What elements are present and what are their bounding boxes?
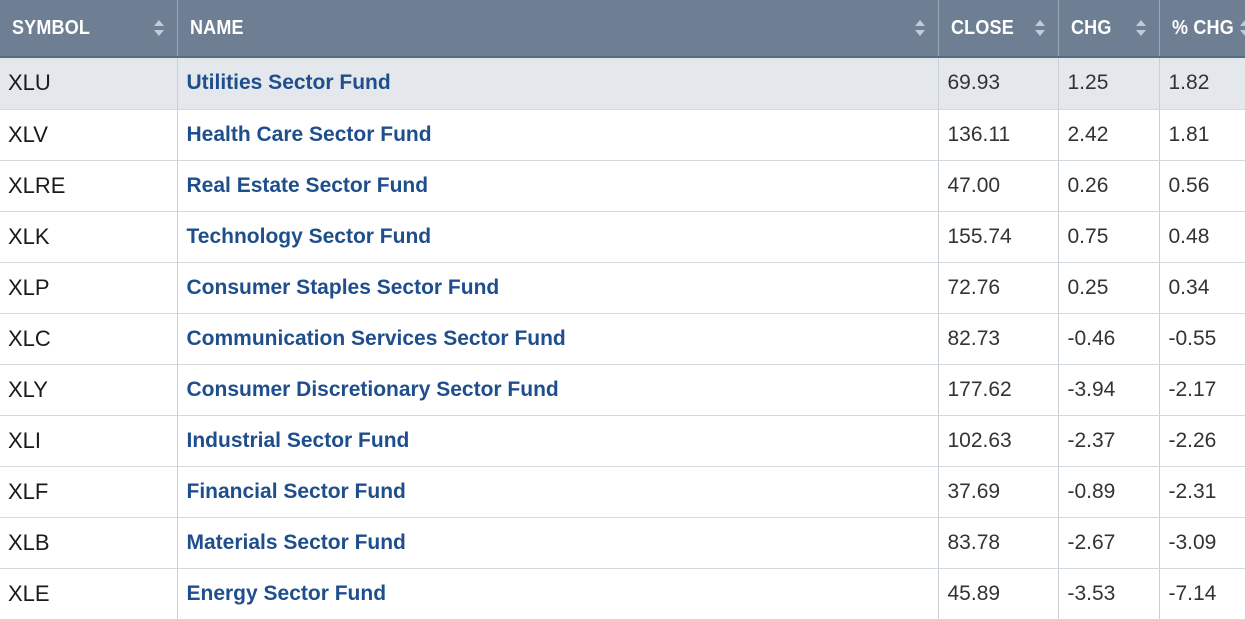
header-row: SYMBOL NAME CLOSE CHG % CHG bbox=[0, 0, 1245, 58]
symbol-cell: XLF bbox=[0, 466, 178, 518]
sort-icon bbox=[1034, 20, 1045, 36]
pct-chg-cell: 1.82 bbox=[1159, 57, 1245, 110]
close-cell: 155.74 bbox=[938, 211, 1059, 263]
column-header-close[interactable]: CLOSE bbox=[938, 0, 1059, 58]
fund-name-link[interactable]: Technology Sector Fund bbox=[186, 224, 432, 248]
name-cell: Technology Sector Fund bbox=[177, 211, 939, 263]
close-cell: 45.89 bbox=[938, 568, 1059, 620]
table-body: XLU Utilities Sector Fund 69.93 1.25 1.8… bbox=[0, 57, 1245, 620]
chg-cell: -3.53 bbox=[1058, 568, 1160, 620]
column-header-symbol[interactable]: SYMBOL bbox=[0, 0, 178, 58]
pct-chg-cell: -7.14 bbox=[1159, 568, 1245, 620]
fund-name-link[interactable]: Consumer Discretionary Sector Fund bbox=[186, 377, 559, 401]
table-row: XLU Utilities Sector Fund 69.93 1.25 1.8… bbox=[0, 57, 1245, 110]
symbol-cell: XLRE bbox=[0, 160, 178, 212]
symbol-cell: XLP bbox=[0, 262, 178, 314]
pct-chg-cell: 0.56 bbox=[1159, 160, 1245, 212]
column-header-chg[interactable]: CHG bbox=[1058, 0, 1160, 58]
table-row: XLP Consumer Staples Sector Fund 72.76 0… bbox=[0, 262, 1245, 314]
name-cell: Materials Sector Fund bbox=[177, 517, 939, 569]
chg-cell: 0.75 bbox=[1058, 211, 1160, 263]
table-row: XLY Consumer Discretionary Sector Fund 1… bbox=[0, 364, 1245, 416]
table-header: SYMBOL NAME CLOSE CHG % CHG bbox=[0, 0, 1245, 58]
symbol-cell: XLE bbox=[0, 568, 178, 620]
close-cell: 72.76 bbox=[938, 262, 1059, 314]
close-cell: 177.62 bbox=[938, 364, 1059, 416]
name-cell: Communication Services Sector Fund bbox=[177, 313, 939, 365]
pct-chg-cell: -2.31 bbox=[1159, 466, 1245, 518]
symbol-cell: XLU bbox=[0, 57, 178, 110]
symbol-cell: XLK bbox=[0, 211, 178, 263]
symbol-cell: XLV bbox=[0, 109, 178, 161]
fund-name-link[interactable]: Utilities Sector Fund bbox=[186, 71, 391, 95]
name-cell: Real Estate Sector Fund bbox=[177, 160, 939, 212]
chg-cell: -3.94 bbox=[1058, 364, 1160, 416]
symbol-cell: XLB bbox=[0, 517, 178, 569]
pct-chg-cell: 0.34 bbox=[1159, 262, 1245, 314]
chg-cell: -2.67 bbox=[1058, 517, 1160, 569]
pct-chg-cell: -2.26 bbox=[1159, 415, 1245, 467]
table-row: XLF Financial Sector Fund 37.69 -0.89 -2… bbox=[0, 466, 1245, 518]
fund-name-link[interactable]: Industrial Sector Fund bbox=[186, 428, 410, 452]
name-cell: Consumer Discretionary Sector Fund bbox=[177, 364, 939, 416]
table-row: XLK Technology Sector Fund 155.74 0.75 0… bbox=[0, 211, 1245, 263]
close-cell: 69.93 bbox=[938, 57, 1059, 110]
close-cell: 47.00 bbox=[938, 160, 1059, 212]
name-cell: Energy Sector Fund bbox=[177, 568, 939, 620]
sort-icon bbox=[1240, 20, 1245, 36]
fund-name-link[interactable]: Communication Services Sector Fund bbox=[186, 326, 566, 350]
chg-cell: -0.89 bbox=[1058, 466, 1160, 518]
name-cell: Health Care Sector Fund bbox=[177, 109, 939, 161]
column-header-label: SYMBOL bbox=[12, 16, 91, 39]
chg-cell: 0.26 bbox=[1058, 160, 1160, 212]
fund-name-link[interactable]: Financial Sector Fund bbox=[186, 479, 406, 503]
pct-chg-cell: -0.55 bbox=[1159, 313, 1245, 365]
table-row: XLB Materials Sector Fund 83.78 -2.67 -3… bbox=[0, 517, 1245, 569]
sort-icon bbox=[1135, 20, 1146, 36]
fund-name-link[interactable]: Real Estate Sector Fund bbox=[186, 173, 429, 197]
chg-cell: -2.37 bbox=[1058, 415, 1160, 467]
pct-chg-cell: -3.09 bbox=[1159, 517, 1245, 569]
symbol-cell: XLI bbox=[0, 415, 178, 467]
fund-name-link[interactable]: Consumer Staples Sector Fund bbox=[186, 275, 500, 299]
name-cell: Industrial Sector Fund bbox=[177, 415, 939, 467]
table-row: XLC Communication Services Sector Fund 8… bbox=[0, 313, 1245, 365]
name-cell: Financial Sector Fund bbox=[177, 466, 939, 518]
name-cell: Consumer Staples Sector Fund bbox=[177, 262, 939, 314]
chg-cell: 0.25 bbox=[1058, 262, 1160, 314]
chg-cell: 2.42 bbox=[1058, 109, 1160, 161]
chg-cell: -0.46 bbox=[1058, 313, 1160, 365]
table-row: XLV Health Care Sector Fund 136.11 2.42 … bbox=[0, 109, 1245, 161]
column-header-label: % CHG bbox=[1171, 16, 1234, 39]
column-header-label: CHG bbox=[1070, 16, 1112, 39]
fund-name-link[interactable]: Energy Sector Fund bbox=[186, 581, 387, 605]
pct-chg-cell: 1.81 bbox=[1159, 109, 1245, 161]
close-cell: 82.73 bbox=[938, 313, 1059, 365]
close-cell: 136.11 bbox=[938, 109, 1059, 161]
column-header-pct-chg[interactable]: % CHG bbox=[1159, 0, 1245, 58]
table-row: XLE Energy Sector Fund 45.89 -3.53 -7.14 bbox=[0, 568, 1245, 620]
table-row: XLI Industrial Sector Fund 102.63 -2.37 … bbox=[0, 415, 1245, 467]
column-header-label: NAME bbox=[189, 16, 244, 39]
sort-icon bbox=[153, 20, 164, 36]
column-header-label: CLOSE bbox=[950, 16, 1014, 39]
pct-chg-cell: 0.48 bbox=[1159, 211, 1245, 263]
name-cell: Utilities Sector Fund bbox=[177, 57, 939, 110]
symbol-cell: XLY bbox=[0, 364, 178, 416]
fund-name-link[interactable]: Health Care Sector Fund bbox=[186, 122, 432, 146]
close-cell: 83.78 bbox=[938, 517, 1059, 569]
fund-name-link[interactable]: Materials Sector Fund bbox=[186, 530, 406, 554]
pct-chg-cell: -2.17 bbox=[1159, 364, 1245, 416]
sort-icon bbox=[914, 20, 925, 36]
column-header-name[interactable]: NAME bbox=[177, 0, 939, 58]
close-cell: 102.63 bbox=[938, 415, 1059, 467]
table-row: XLRE Real Estate Sector Fund 47.00 0.26 … bbox=[0, 160, 1245, 212]
symbol-cell: XLC bbox=[0, 313, 178, 365]
chg-cell: 1.25 bbox=[1058, 57, 1160, 110]
close-cell: 37.69 bbox=[938, 466, 1059, 518]
